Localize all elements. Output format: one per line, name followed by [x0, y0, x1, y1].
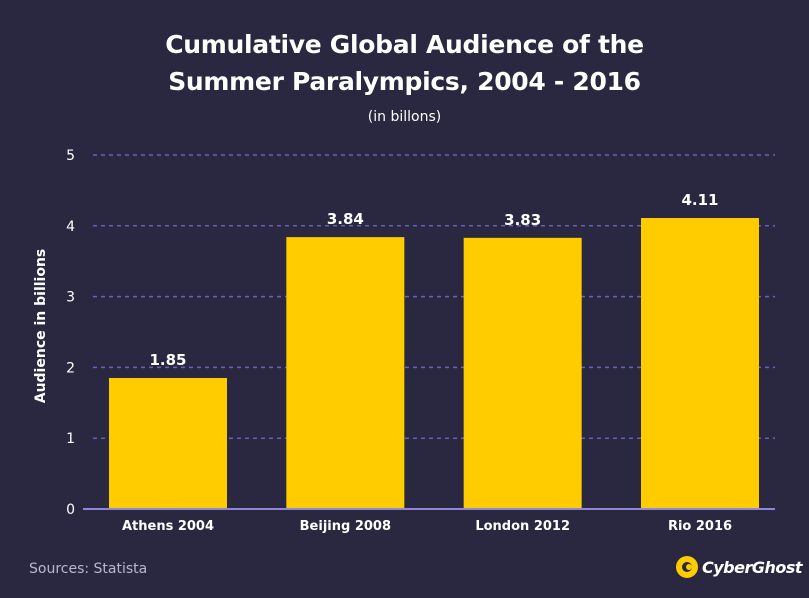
ghost-icon — [676, 556, 698, 578]
y-tick-label-0: 0 — [66, 502, 75, 518]
data-label-2: 3.83 — [504, 211, 541, 229]
y-tick-label-4: 4 — [66, 219, 75, 235]
x-tick-label-2: London 2012 — [475, 519, 570, 534]
y-axis-title: Audience in billions — [33, 249, 49, 404]
y-tick-label-3: 3 — [66, 290, 75, 306]
data-label-3: 4.11 — [681, 191, 718, 209]
chart-title: Cumulative Global Audience of the Summer… — [0, 26, 809, 100]
data-label-1: 3.84 — [327, 210, 364, 228]
chart-title-line-2: Summer Paralympics, 2004 - 2016 — [168, 67, 641, 96]
bar-2 — [463, 237, 582, 509]
x-tick-label-3: Rio 2016 — [668, 519, 732, 534]
y-tick-label-1: 1 — [66, 431, 75, 447]
data-label-0: 1.85 — [149, 351, 186, 369]
chart-title-line-1: Cumulative Global Audience of the — [165, 30, 644, 59]
y-tick-label-5: 5 — [66, 148, 75, 164]
chart-subtitle: (in billons) — [367, 109, 442, 125]
y-tick-label-2: 2 — [66, 360, 75, 376]
brand-name: CyberGhost — [702, 557, 803, 577]
bar-3 — [641, 218, 759, 509]
bar-1 — [286, 237, 405, 510]
bar-0 — [109, 378, 227, 509]
brand-logo: CyberGhost — [676, 556, 803, 578]
x-tick-label-1: Beijing 2008 — [300, 519, 391, 534]
source-note: Sources: Statista — [29, 561, 148, 577]
x-tick-label-0: Athens 2004 — [122, 519, 214, 534]
